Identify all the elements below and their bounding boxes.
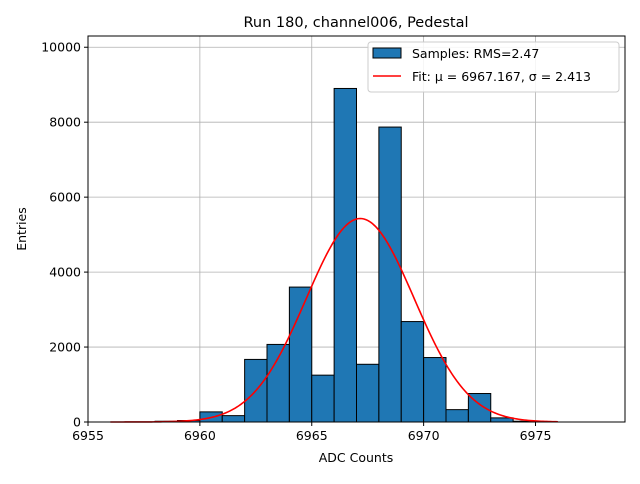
legend-histogram-label: Samples: RMS=2.47 — [412, 46, 539, 61]
histogram-bar — [288, 286, 313, 423]
y-axis-label: Entries — [14, 207, 29, 251]
x-tick-label: 6970 — [408, 428, 440, 443]
histogram-bar — [311, 374, 335, 423]
y-tick-label: 10000 — [41, 40, 81, 55]
x-tick-label: 6975 — [520, 428, 552, 443]
histogram-bar — [378, 126, 402, 423]
histogram-bar — [333, 87, 357, 423]
y-tick-label: 0 — [73, 415, 81, 430]
x-tick-label: 6960 — [184, 428, 216, 443]
histogram-bar — [356, 363, 380, 423]
y-tick-label: 2000 — [49, 340, 81, 355]
x-axis-label: ADC Counts — [319, 450, 394, 465]
x-axis-ticks: 6955 6960 6965 6970 6975 — [72, 422, 551, 443]
histogram-bar — [221, 415, 246, 423]
plot-frame — [87, 35, 626, 423]
y-tick-label: 8000 — [49, 115, 81, 130]
legend-box — [367, 41, 620, 93]
legend-histogram-swatch — [372, 47, 402, 59]
legend: Samples: RMS=2.47 Fit: μ = 6967.167, σ =… — [367, 41, 620, 93]
y-tick-label: 4000 — [49, 265, 81, 280]
y-tick-label: 6000 — [49, 190, 81, 205]
histogram-bar — [445, 409, 469, 423]
chart-title: Run 180, channel006, Pedestal — [243, 15, 468, 31]
legend-fit-label: Fit: μ = 6967.167, σ = 2.413 — [412, 69, 591, 84]
histogram-bars — [154, 87, 536, 423]
histogram-bar — [266, 343, 290, 423]
x-tick-label: 6965 — [296, 428, 328, 443]
y-axis-ticks: 0 2000 4000 6000 8000 10000 — [41, 40, 88, 430]
histogram-bar — [490, 417, 514, 423]
x-tick-label: 6955 — [72, 428, 104, 443]
histogram-bar — [423, 357, 447, 423]
histogram-bar — [400, 321, 425, 423]
fit-curve — [110, 217, 558, 423]
